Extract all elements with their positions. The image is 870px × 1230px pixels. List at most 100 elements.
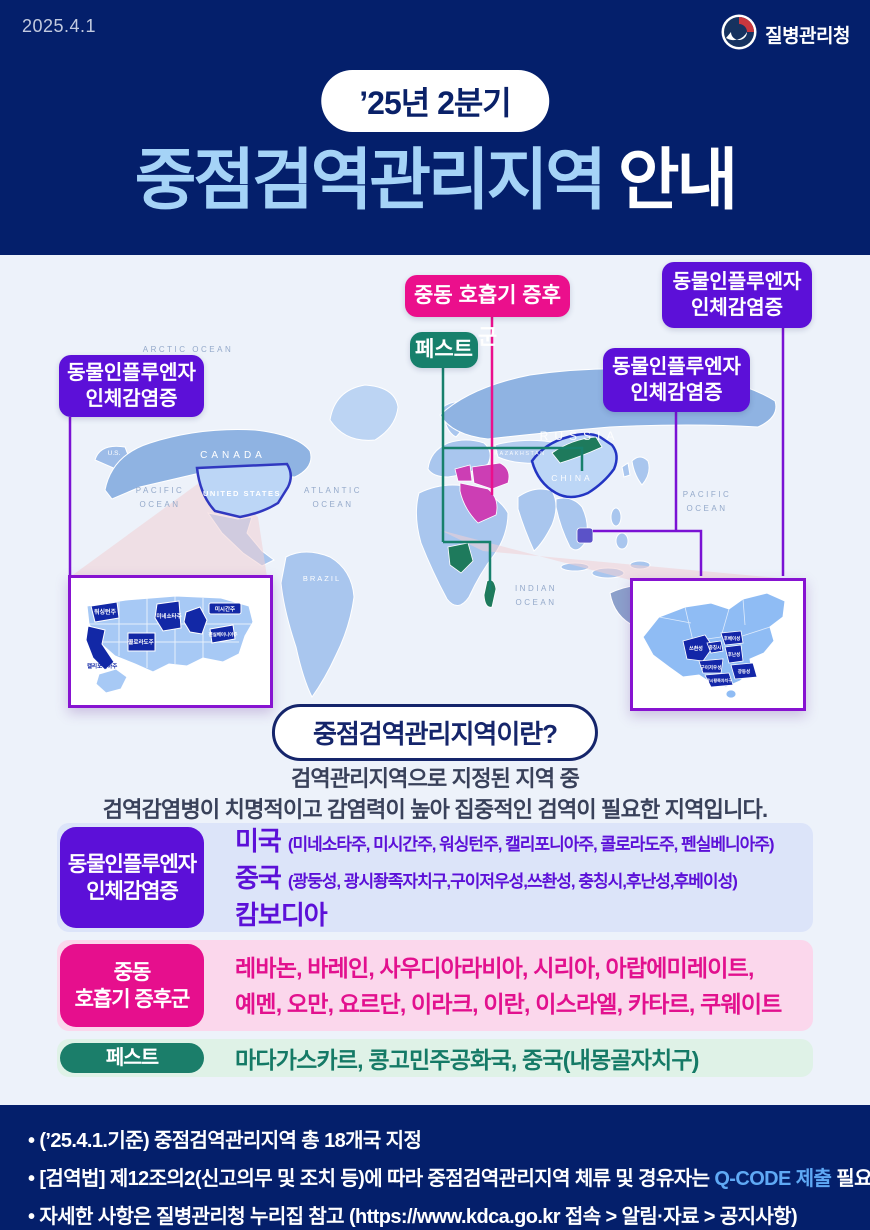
date-text: 2025.4.1: [22, 16, 97, 36]
province-hubei: [720, 630, 744, 646]
label-pacific-east-1: PACIFIC: [683, 490, 731, 499]
definition-line-2: 검역감염병이 치명적이고 감염력이 높아 집중적인 검역이 필요한 지역입니다.: [102, 797, 768, 822]
region-inner-mongolia: [551, 436, 603, 464]
row-badge-plague: 페스트: [60, 1043, 204, 1073]
state-label-washington: 워싱턴주: [94, 608, 117, 616]
kdca-logo-icon: [721, 14, 757, 55]
callout-line: 인체감염증: [85, 388, 178, 410]
callout-avian-influenza-us: 동물인플루엔자 인체감염증: [59, 355, 204, 417]
table-row-avian-influenza: 동물인플루엔자 인체감염증 미국 (미네소타주, 미시간주, 워싱턴주, 캘리포…: [57, 823, 813, 932]
country-labels: RUSSIA CANADA UNITED STATES U.S. BRAZIL …: [108, 429, 621, 583]
region-us-outline: [195, 462, 292, 519]
country-regions: (미네소타주, 미시간주, 워싱턴주, 캘리포니아주, 콜로라도주, 펜실베니아…: [287, 834, 775, 854]
country-entry-china: 중국 (광둥성, 광시좡족자치구,구이저우성,쓰촨성, 충칭시,후난성,후베이성…: [235, 863, 805, 897]
connector-plague: [441, 368, 584, 590]
title-highlight: 중점검역관리지역: [134, 143, 607, 218]
label-indian-2: OCEAN: [516, 598, 557, 607]
state-michigan-chip: [208, 602, 242, 615]
definition-description: 검역관리지역으로 지정된 지역 중 검역감염병이 치명적이고 감염력이 높아 집…: [0, 763, 870, 825]
province-guangdong: [730, 662, 758, 680]
state-washington: [90, 601, 120, 623]
region-middle-east: [454, 462, 510, 524]
badge-line: 동물인플루엔자: [67, 852, 197, 876]
callout-line: 인체감염증: [630, 382, 723, 404]
label-atlantic-2: OCEAN: [313, 500, 354, 509]
state-colorado: [127, 632, 156, 652]
country-name: 중국: [235, 862, 282, 893]
us-inset-map: 워싱턴주 미네소타주 미시간주 펜실베이니아주 콜로라도주 캘리포니아주: [68, 575, 273, 708]
mers-countries-line-2: 예멘, 오만, 요르단, 이라크, 이란, 이스라엘, 카타르, 쿠웨이트: [235, 990, 782, 1017]
china-highlighted-provinces: [682, 630, 758, 688]
header: 2025.4.1 질병관리청 ’25년 2분기 중점검역관리지역 안내: [0, 0, 870, 255]
page-title: 중점검역관리지역 안내: [0, 126, 870, 223]
callout-line: 동물인플루엔자: [67, 362, 196, 384]
footer-bullet-3: • 자세한 사항은 질병관리청 누리집 참고 (https://www.kdca…: [28, 1206, 798, 1228]
us-state-labels: 워싱턴주 미네소타주 미시간주 펜실베이니아주 콜로라도주 캘리포니아주: [87, 605, 237, 670]
province-label-guangdong: 광둥성: [738, 668, 750, 675]
us-highlighted-states: [85, 600, 242, 671]
state-label-pennsylvania: 펜실베이니아주: [209, 631, 238, 638]
footer-bullet-2-text: • [검역법] 제12조의2(신고의무 및 조치 등)에 따라 중점검역관리지역…: [28, 1168, 715, 1190]
province-label-hubei: 후베이성: [724, 635, 741, 642]
label-russia: RUSSIA: [540, 429, 621, 443]
map-section: ARCTIC OCEAN PACIFIC OCEAN ATLANTIC OCEA…: [0, 255, 870, 1105]
us-alaska-shape: [95, 668, 128, 694]
label-china: CHINA: [551, 473, 592, 483]
label-brazil: BRAZIL: [303, 574, 341, 583]
province-label-guangxi: 광시좡족자치구: [706, 677, 732, 683]
province-label-sichuan: 쓰촨성: [689, 645, 703, 652]
table-row-mers: 중동 호흡기 증후군 레바논, 바레인, 사우디아라비아, 시리아, 아랍에미레…: [57, 940, 813, 1031]
definition-line-1: 검역관리지역으로 지정된 지역 중: [290, 766, 580, 791]
agency-name: 질병관리청: [765, 26, 850, 47]
row-badge-mers: 중동 호흡기 증후군: [60, 944, 204, 1027]
connector-lines: [68, 317, 785, 590]
row-content-mers: 레바논, 바레인, 사우디아라비아, 시리아, 아랍에미레이트, 예멘, 오만,…: [235, 940, 805, 1031]
province-chongqing: [706, 640, 724, 654]
province-guangxi: [704, 672, 734, 688]
region-cambodia: [576, 527, 594, 544]
badge-line: 호흡기 증후군: [74, 987, 191, 1011]
china-inset-beam: [440, 530, 800, 580]
row-content-plague: 마다가스카르, 콩고민주공화국, 중국(내몽골자치구): [235, 1039, 805, 1077]
province-label-chongqing: 충칭시: [709, 644, 721, 651]
plague-countries-line: 마다가스카르, 콩고민주공화국, 중국(내몽골자치구): [235, 1047, 699, 1073]
badge-line: 중동: [113, 960, 152, 984]
callout-avian-influenza-cambodia: 동물인플루엔자 인체감염증: [603, 348, 750, 412]
label-pacific-west-2: OCEAN: [140, 500, 181, 509]
province-label-guizhou: 구이저우성: [701, 664, 722, 671]
label-indian-1: INDIAN: [515, 584, 557, 593]
country-entry-cambodia: 캄보디아: [235, 900, 805, 930]
state-label-minnesota: 미네소타주: [156, 612, 181, 620]
country-name: 캄보디아: [235, 899, 328, 930]
china-province-labels: 쓰촨성 충칭시 후베이성 후난성 구이저우성 광시좡족자치구 광둥성: [689, 635, 750, 683]
us-shape: [86, 595, 254, 673]
state-minnesota: [154, 600, 182, 632]
qcode-highlight: Q-CODE 제출: [714, 1168, 832, 1190]
footer: • (’25.4.1.기준) 중점검역관리지역 총 18개국 지정 • [검역법…: [0, 1105, 870, 1230]
china-inset-map: 쓰촨성 충칭시 후베이성 후난성 구이저우성 광시좡족자치구 광둥성: [630, 578, 806, 711]
title-suffix: 안내: [617, 143, 738, 218]
province-sichuan: [682, 634, 714, 662]
label-us-alaska: U.S.: [108, 450, 121, 457]
kdca-logo: 질병관리청: [721, 14, 850, 55]
callout-plague: 페스트: [410, 332, 478, 368]
callout-mers: 중동 호흡기 증후군: [405, 275, 570, 349]
ocean-labels: ARCTIC OCEAN PACIFIC OCEAN ATLANTIC OCEA…: [136, 345, 731, 607]
table-row-plague: 페스트 마다가스카르, 콩고민주공화국, 중국(내몽골자치구): [57, 1039, 813, 1077]
region-dr-congo: [447, 542, 474, 574]
label-kazakhstan: KAZAKHSTAN: [494, 451, 545, 457]
label-canada: CANADA: [200, 450, 266, 461]
label-pacific-east-2: OCEAN: [687, 504, 728, 513]
callout-line: 동물인플루엔자: [612, 356, 741, 378]
quarter-badge: ’25년 2분기: [321, 70, 549, 132]
province-hunan: [724, 644, 744, 664]
label-united-states: UNITED STATES: [203, 489, 281, 498]
footer-bullet-1: • (’25.4.1.기준) 중점검역관리지역 총 18개국 지정: [28, 1130, 422, 1152]
callout-line: 동물인플루엔자: [672, 271, 802, 293]
state-label-michigan: 미시간주: [215, 605, 235, 613]
country-entry-usa: 미국 (미네소타주, 미시간주, 워싱턴주, 캘리포니아주, 콜로라도주, 펜실…: [235, 826, 805, 860]
country-regions: (광둥성, 광시좡족자치구,구이저우성,쓰촨성, 충칭시,후난성,후베이성): [287, 871, 738, 891]
badge-line: 인체감염증: [86, 879, 179, 903]
mers-countries-line-1: 레바논, 바레인, 사우디아라비아, 시리아, 아랍에미레이트,: [235, 954, 754, 981]
label-arctic-ocean: ARCTIC OCEAN: [143, 345, 233, 354]
